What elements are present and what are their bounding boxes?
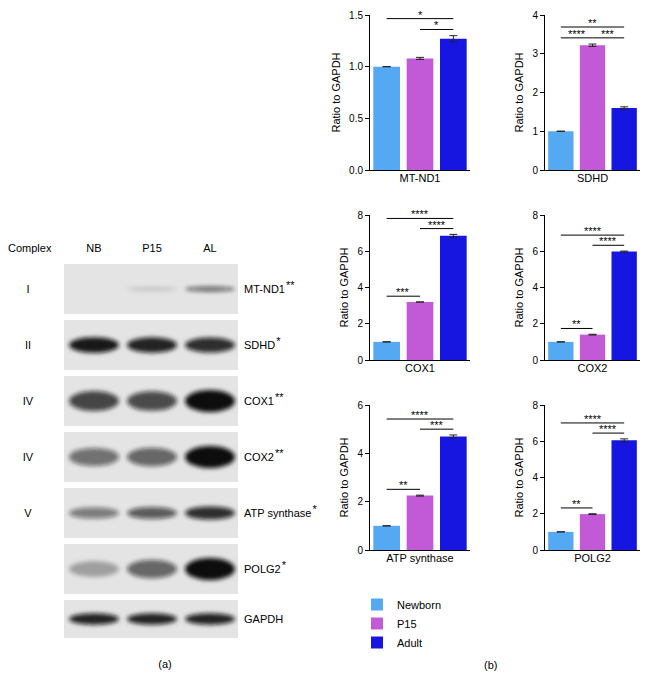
svg-text:Ratio to GAPDH: Ratio to GAPDH <box>338 437 350 517</box>
svg-text:(b): (b) <box>484 659 497 671</box>
svg-text:****: **** <box>568 28 586 40</box>
svg-text:1.5: 1.5 <box>349 10 363 21</box>
svg-text:1.0: 1.0 <box>349 61 363 72</box>
svg-text:ATP synthase: ATP synthase <box>386 552 453 564</box>
svg-text:POLG2*: POLG2* <box>244 559 287 575</box>
svg-text:P15: P15 <box>142 242 162 254</box>
svg-text:****: **** <box>584 225 602 237</box>
svg-text:8: 8 <box>532 400 538 411</box>
svg-text:**: ** <box>588 17 597 29</box>
svg-text:(a): (a) <box>158 658 171 670</box>
svg-text:V: V <box>24 507 32 519</box>
svg-text:0: 0 <box>532 165 538 176</box>
svg-text:**: ** <box>399 479 408 491</box>
svg-text:II: II <box>25 339 31 351</box>
svg-text:SDHD*: SDHD* <box>244 335 281 351</box>
svg-text:****: **** <box>599 423 617 435</box>
svg-text:4: 4 <box>532 472 538 483</box>
svg-text:MT-ND1**: MT-ND1** <box>244 279 295 295</box>
svg-text:2: 2 <box>532 87 538 98</box>
svg-text:***: *** <box>601 28 615 40</box>
svg-text:****: **** <box>411 409 429 421</box>
svg-text:****: **** <box>584 413 602 425</box>
svg-text:6: 6 <box>532 246 538 257</box>
svg-text:****: **** <box>411 208 429 220</box>
svg-text:Ratio to GAPDH: Ratio to GAPDH <box>338 247 350 327</box>
svg-text:1: 1 <box>532 126 538 137</box>
svg-text:8: 8 <box>532 210 538 221</box>
svg-text:8: 8 <box>357 210 363 221</box>
svg-text:2: 2 <box>532 508 538 519</box>
svg-text:4: 4 <box>357 448 363 459</box>
svg-text:Ratio to GAPDH: Ratio to GAPDH <box>513 437 525 517</box>
svg-text:**: ** <box>572 318 581 330</box>
svg-text:POLG2: POLG2 <box>574 552 611 564</box>
svg-text:2: 2 <box>532 318 538 329</box>
svg-text:6: 6 <box>357 246 363 257</box>
svg-text:COX1: COX1 <box>405 362 435 374</box>
svg-text:COX1**: COX1** <box>244 391 284 407</box>
svg-text:0: 0 <box>357 355 363 366</box>
svg-text:AL: AL <box>203 242 216 254</box>
svg-text:COX2**: COX2** <box>244 447 284 463</box>
svg-text:GAPDH: GAPDH <box>244 613 283 625</box>
svg-text:Newborn: Newborn <box>397 599 441 611</box>
svg-text:0: 0 <box>532 545 538 556</box>
svg-text:*: * <box>418 9 423 21</box>
svg-text:6: 6 <box>357 400 363 411</box>
svg-text:0.0: 0.0 <box>349 165 363 176</box>
svg-text:4: 4 <box>532 282 538 293</box>
svg-text:4: 4 <box>357 282 363 293</box>
svg-text:I: I <box>26 283 29 295</box>
svg-text:Adult: Adult <box>397 637 422 649</box>
svg-text:Ratio to GAPDH: Ratio to GAPDH <box>513 247 525 327</box>
svg-text:ATP synthase*: ATP synthase* <box>244 503 317 519</box>
svg-text:COX2: COX2 <box>578 362 608 374</box>
svg-text:2: 2 <box>357 496 363 507</box>
svg-text:Ratio to GAPDH: Ratio to GAPDH <box>513 52 525 132</box>
svg-text:NB: NB <box>86 242 101 254</box>
svg-text:MT-ND1: MT-ND1 <box>400 172 441 184</box>
svg-text:P15: P15 <box>397 618 417 630</box>
svg-text:0.5: 0.5 <box>349 113 363 124</box>
svg-text:IV: IV <box>23 395 34 407</box>
svg-text:***: *** <box>430 419 444 431</box>
svg-text:SDHD: SDHD <box>577 172 608 184</box>
svg-text:3: 3 <box>532 48 538 59</box>
svg-text:IV: IV <box>23 451 34 463</box>
svg-text:Complex: Complex <box>8 242 52 254</box>
svg-text:4: 4 <box>532 10 538 21</box>
svg-text:***: *** <box>396 286 410 298</box>
svg-text:Ratio to GAPDH: Ratio to GAPDH <box>330 52 342 132</box>
svg-text:**: ** <box>572 498 581 510</box>
svg-text:0: 0 <box>532 355 538 366</box>
svg-text:6: 6 <box>532 436 538 447</box>
svg-text:****: **** <box>428 219 446 231</box>
svg-text:0: 0 <box>357 545 363 556</box>
svg-text:*: * <box>434 19 439 31</box>
svg-text:****: **** <box>599 235 617 247</box>
svg-text:2: 2 <box>357 318 363 329</box>
